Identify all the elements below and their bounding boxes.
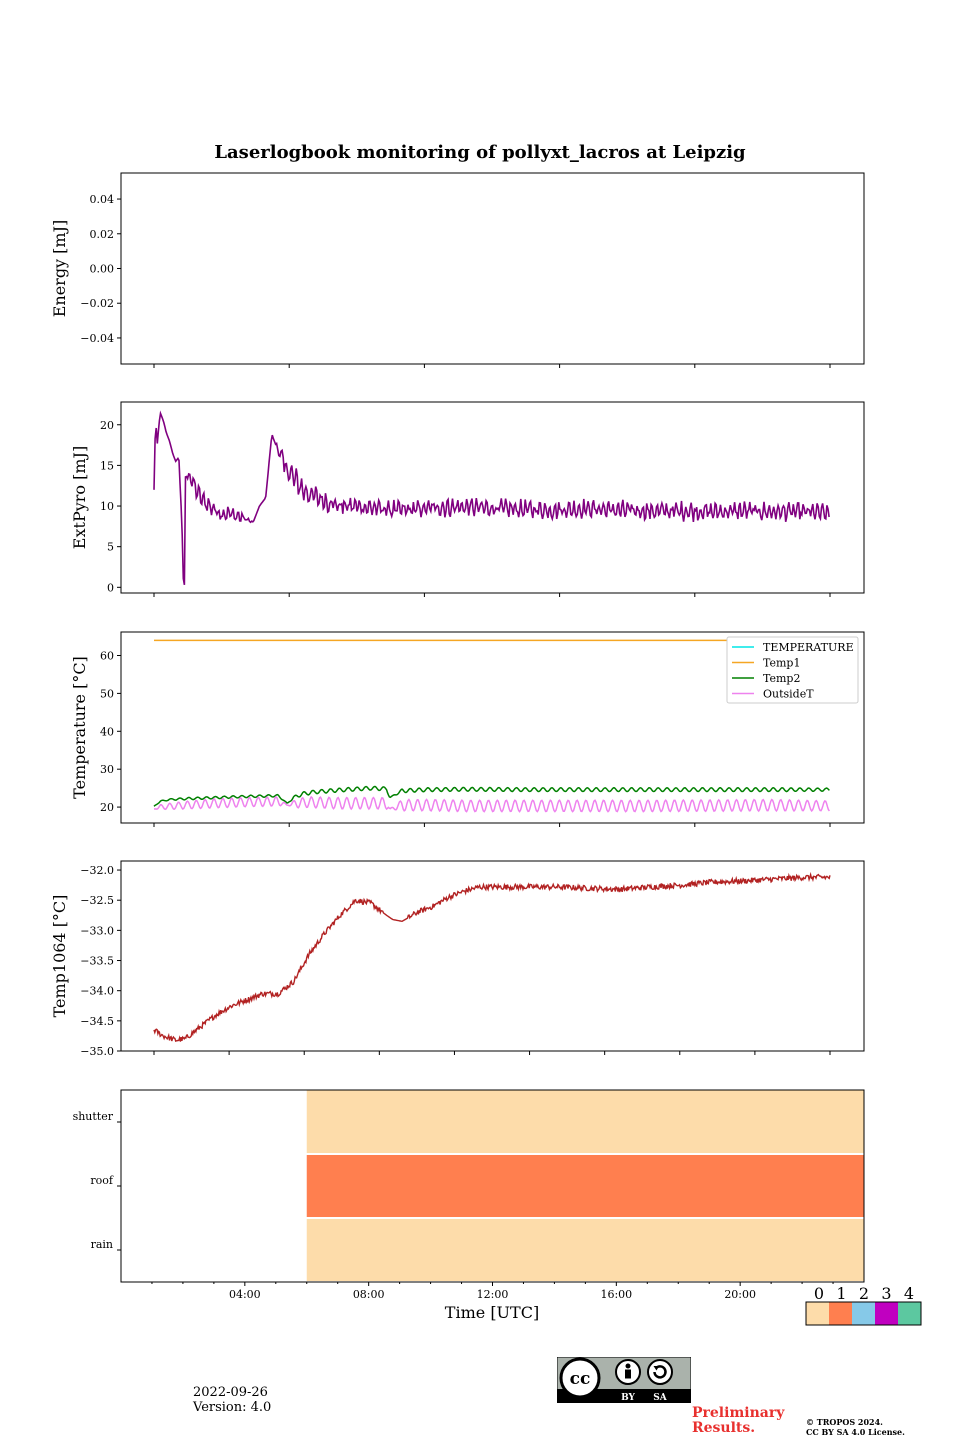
cc-license-badge: cc BY SA — [557, 1357, 691, 1403]
y-tick-label-4: −32.5 — [80, 894, 114, 907]
y-tick-label-1: 0.02 — [90, 228, 115, 241]
status-row-label-shutter: shutter — [73, 1110, 114, 1123]
x-axis-label: Time [UTC] — [445, 1303, 539, 1322]
panel-frame-4 — [120, 860, 865, 1052]
cc-sa-label: SA — [653, 1393, 667, 1403]
y-tick-label-3: 50 — [100, 687, 114, 700]
status-row-label-rain: rain — [91, 1238, 113, 1251]
footer-date: 2022-09-26 — [193, 1385, 268, 1400]
status-cell-roof — [306, 1155, 864, 1217]
y-tick-label-4: −32.0 — [80, 864, 114, 877]
y-tick-label-4: −33.5 — [80, 955, 114, 968]
copyright-line-2: CC BY SA 4.0 License. — [806, 1427, 905, 1437]
colorbar-frame — [805, 1301, 922, 1326]
preliminary-line-1: Preliminary — [692, 1405, 785, 1421]
x-tick-label: 16:00 — [600, 1288, 632, 1301]
colorbar-cell-2 — [852, 1302, 875, 1325]
y-tick-label-2: 5 — [107, 541, 114, 554]
y-tick-label-1: 0.00 — [90, 263, 115, 276]
y-tick-label-2: 20 — [100, 419, 114, 432]
colorbar-cell-3 — [875, 1302, 898, 1325]
x-tick-label: 20:00 — [724, 1288, 756, 1301]
panel-frame-1 — [120, 172, 865, 365]
copyright-note: © TROPOS 2024. CC BY SA 4.0 License. — [806, 1417, 905, 1437]
panel-frame-3 — [120, 631, 865, 824]
chart-title: Laserlogbook monitoring of pollyxt_lacro… — [214, 142, 746, 163]
y-tick-label-2: 15 — [100, 459, 114, 472]
legend-label-temperature: TEMPERATURE — [763, 641, 854, 654]
y-tick-label-3: 40 — [100, 725, 114, 738]
panel-frame-2 — [120, 401, 865, 594]
temp-series-line-temp2 — [153, 785, 830, 807]
y-tick-label-3: 20 — [100, 801, 114, 814]
legend-label-temp1: Temp1 — [763, 657, 800, 670]
legend-label-outsidet: OutsideT — [763, 688, 814, 701]
y-axis-label-3: Temperature [°C] — [70, 656, 89, 799]
copyright-line-1: © TROPOS 2024. — [806, 1417, 883, 1427]
y-tick-label-1: 0.04 — [90, 193, 115, 206]
extpyro-series-line — [153, 410, 830, 586]
footer-version: Version: 4.0 — [193, 1400, 272, 1415]
y-tick-label-1: −0.02 — [80, 297, 114, 310]
colorbar-label-1: 1 — [836, 1284, 846, 1303]
colorbar-cell-0 — [806, 1302, 829, 1325]
legend-label-temp2: Temp2 — [763, 672, 800, 685]
temp1064-series-line — [153, 871, 831, 1042]
cc-icon — [559, 1357, 601, 1399]
colorbar-label-0: 0 — [814, 1284, 824, 1303]
y-axis-label-4: Temp1064 [°C] — [50, 895, 69, 1018]
preliminary-line-2: Results. — [692, 1420, 756, 1436]
temperature-legend — [726, 636, 859, 704]
preliminary-note: Preliminary Results. — [692, 1406, 784, 1436]
x-tick-label: 08:00 — [353, 1288, 385, 1301]
y-tick-label-2: 10 — [100, 500, 114, 513]
y-tick-label-4: −35.0 — [80, 1045, 114, 1058]
svg-text:cc: cc — [570, 1369, 591, 1389]
sa-icon — [647, 1359, 673, 1385]
temp-series-line-outsidet — [153, 795, 830, 813]
y-axis-label-2: ExtPyro [mJ] — [70, 446, 89, 549]
y-tick-label-4: −34.5 — [80, 1015, 114, 1028]
status-cell-rain — [306, 1219, 864, 1281]
y-tick-label-4: −34.0 — [80, 985, 114, 998]
colorbar-label-3: 3 — [881, 1284, 891, 1303]
y-tick-label-1: −0.04 — [80, 332, 114, 345]
colorbar-label-4: 4 — [904, 1284, 914, 1303]
x-tick-label: 12:00 — [477, 1288, 509, 1301]
y-tick-label-2: 0 — [107, 581, 114, 594]
colorbar-cell-1 — [829, 1302, 852, 1325]
y-axis-label-1: Energy [mJ] — [50, 220, 69, 318]
y-tick-label-4: −33.0 — [80, 924, 114, 937]
y-tick-label-3: 30 — [100, 763, 114, 776]
cc-by-label: BY — [621, 1393, 635, 1403]
colorbar-cell-4 — [898, 1302, 921, 1325]
y-tick-label-3: 60 — [100, 649, 114, 662]
colorbar-label-2: 2 — [859, 1284, 869, 1303]
status-cell-shutter — [306, 1090, 864, 1153]
status-row-label-roof: roof — [90, 1174, 114, 1187]
x-tick-label: 04:00 — [229, 1288, 261, 1301]
